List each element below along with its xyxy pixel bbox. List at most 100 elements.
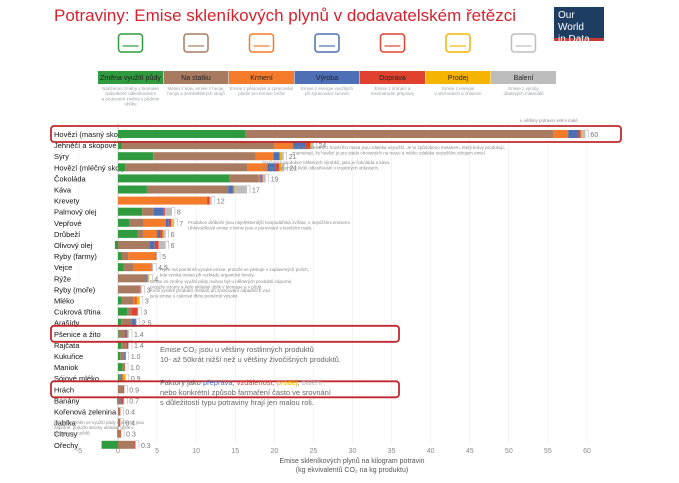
- feed-icon-shape: [248, 33, 275, 53]
- bar-segment: [118, 429, 121, 438]
- explanation-text: s důležitostí typu potraviny hrají jen m…: [160, 398, 314, 407]
- stage-box-1: [98, 71, 163, 84]
- bar-segment: [281, 163, 285, 172]
- stage-label: Krmení: [250, 75, 273, 82]
- bar-segment: [262, 174, 266, 183]
- total-value-label: 1.0: [130, 365, 140, 372]
- bar-segment: [155, 252, 157, 261]
- stage-description: při zpracování surovin: [305, 91, 350, 96]
- bar-segment: [118, 329, 119, 338]
- bar-segment: [279, 163, 282, 172]
- bar-segment: [128, 252, 156, 261]
- bar-segment: [119, 407, 121, 416]
- bar-segment: [580, 130, 583, 138]
- bar-segment: [122, 374, 126, 383]
- bar-segment: [135, 318, 137, 327]
- bar-segment: [123, 396, 125, 405]
- package-icon-shape: [510, 33, 537, 53]
- bar-segment: [153, 207, 164, 216]
- x-tick-label: 50: [505, 448, 513, 455]
- bar-segment: [232, 185, 234, 194]
- factory-icon-shape: [314, 33, 340, 53]
- stage-description: hnojiv a zemědělských strojů: [167, 90, 225, 96]
- category-label: Maniok: [54, 363, 78, 372]
- total-value-label: 60: [590, 132, 598, 139]
- bar-segment: [123, 263, 134, 272]
- total-value-label: 0.3: [126, 432, 136, 439]
- bar-segment: [154, 241, 159, 249]
- bar-segment: [120, 352, 125, 360]
- annotation-note: jsou emise u cukrové třtiny poměrně vyso…: [149, 294, 239, 299]
- bar-segment: [118, 385, 124, 394]
- bar-segment: [121, 296, 134, 305]
- category-label: Arašídy: [54, 319, 80, 328]
- stage-description: mezinárodní přepravy: [371, 91, 415, 96]
- category-label: Olivový olej: [54, 241, 93, 250]
- shop-icon: [445, 33, 471, 53]
- factors-text-part: ,: [233, 378, 237, 387]
- highlight-box: [50, 324, 400, 343]
- bar-segment: [125, 352, 126, 360]
- bar-segment: [118, 152, 154, 161]
- annotation-note: Uhlovodíkové emise z krmiv jsou v porovn…: [188, 226, 312, 231]
- bar-segment: [127, 329, 129, 338]
- category-label: Vejce: [54, 263, 72, 272]
- bar-segment: [135, 440, 136, 449]
- bar-segment: [210, 196, 212, 205]
- bar-segment: [137, 307, 139, 316]
- bar-segment: [153, 152, 256, 161]
- category-label: Cukrová třtina: [54, 308, 102, 317]
- x-tick-label: 10: [192, 448, 200, 455]
- bar-segment: [135, 318, 136, 327]
- category-label: Sýry: [54, 152, 69, 161]
- x-tick-label: 35: [388, 448, 396, 455]
- stage-description: Nadzemní změny v biomase: [102, 86, 159, 91]
- bar-segment: [125, 163, 248, 172]
- x-tick-label: -5: [76, 448, 82, 455]
- bar-segment: [118, 252, 122, 261]
- category-label: Vepřové: [54, 219, 82, 228]
- stage-description: Emise z domácí a: [375, 86, 411, 91]
- bar-segment: [165, 218, 169, 227]
- bar-segment: [134, 440, 136, 449]
- bar-segment: [234, 185, 247, 194]
- bar-segment: [123, 385, 125, 394]
- bar-segment: [128, 329, 129, 338]
- bar-segment: [118, 307, 128, 316]
- bar-segment: [121, 318, 133, 327]
- bar-segment: [147, 274, 149, 283]
- annotation-note: Emise ze změny využití půdy mohou být u …: [150, 278, 292, 284]
- bar-segment: [172, 218, 175, 227]
- total-value-label: 0.9: [129, 387, 139, 394]
- bar-segment: [233, 185, 235, 194]
- category-label: Hovězí (mléčný skot): [54, 163, 125, 172]
- bar-segment: [133, 296, 136, 305]
- total-value-label: 0.7: [129, 398, 139, 405]
- factors-text-part: přeprava: [203, 378, 233, 387]
- stage-label: Změna využití půdy: [100, 74, 161, 82]
- factors-text-part: ,: [273, 378, 277, 387]
- bar-segment: [118, 374, 120, 383]
- bar-segment: [148, 274, 150, 283]
- bar-segment: [127, 307, 132, 316]
- bar-segment: [158, 241, 166, 249]
- factors-text-part: prodej: [277, 378, 298, 387]
- stage-description: Metan z krav, emise z hnoje,: [168, 86, 225, 91]
- page-title: Potraviny: Emise skleníkových plynů v do…: [54, 6, 517, 25]
- bar-segment: [118, 363, 123, 372]
- total-value-label: 3: [143, 310, 147, 317]
- stage-description: a podzemní změny v půdním: [102, 95, 160, 101]
- stage-description: Emise z pěstování a zpracování: [230, 86, 295, 91]
- category-label: Čokoláda: [54, 174, 87, 183]
- bar-segment: [273, 152, 280, 161]
- bar-segment: [125, 374, 126, 383]
- stage-label: Balení: [514, 75, 534, 82]
- x-tick-label: 55: [544, 448, 552, 455]
- total-value-label: 24: [318, 143, 326, 150]
- bar-segment: [114, 241, 118, 249]
- bar-segment: [279, 152, 283, 161]
- bar-segment: [275, 163, 280, 172]
- x-tick-label: 15: [231, 448, 239, 455]
- stage-description: Emise z energie: [442, 86, 475, 91]
- total-value-label: 3: [145, 299, 149, 306]
